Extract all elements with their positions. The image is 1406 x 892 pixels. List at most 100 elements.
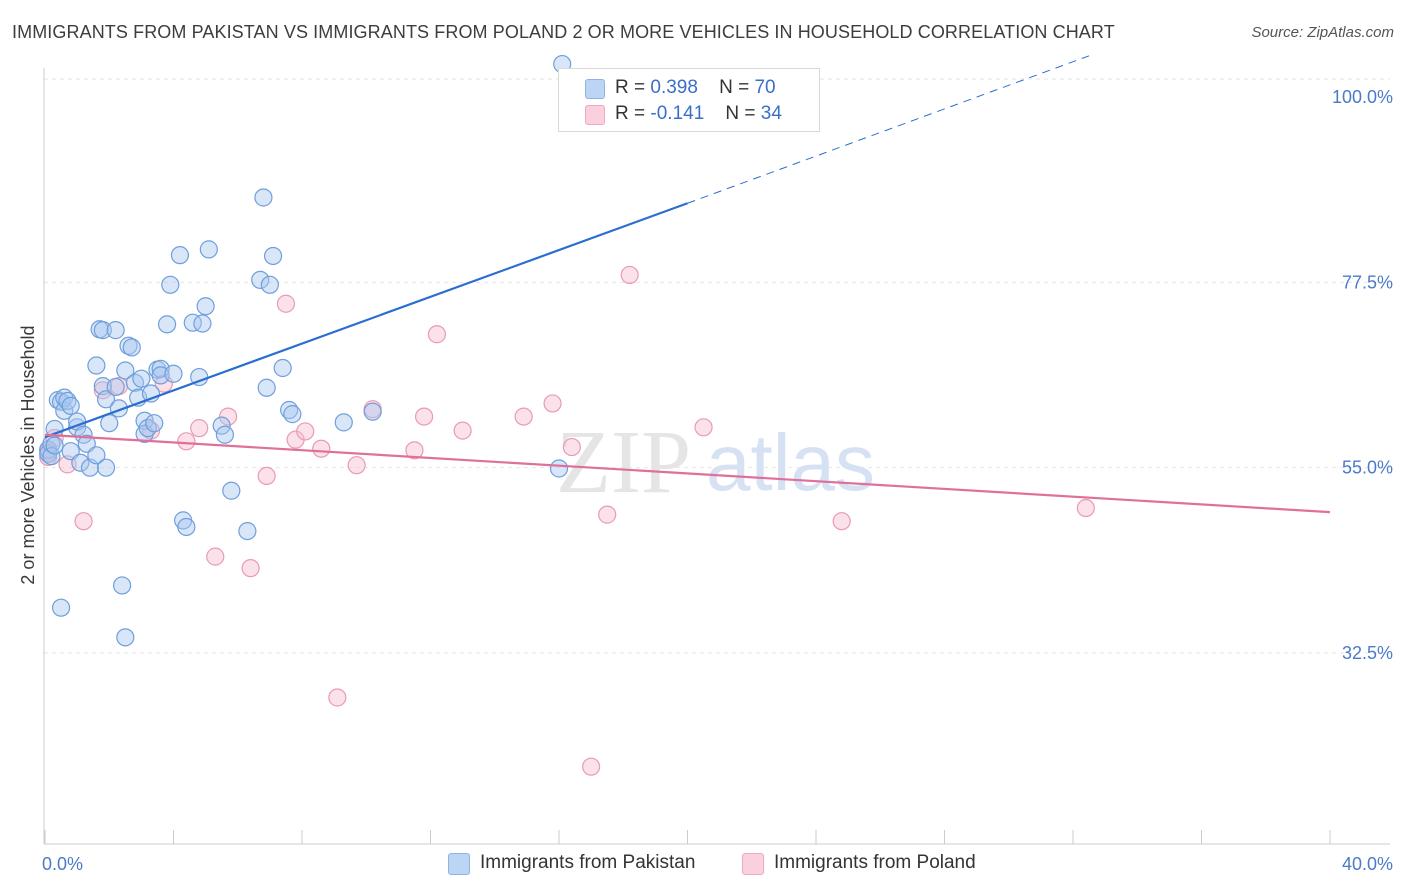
- x-tick-label: 0.0%: [42, 854, 83, 874]
- y-tick-label: 55.0%: [1342, 458, 1393, 478]
- n-value-pakistan: 70: [754, 77, 776, 98]
- r-label: R =: [615, 77, 646, 98]
- y-tick-label: 100.0%: [1332, 87, 1393, 107]
- poland-point: [347, 456, 366, 475]
- legend-label-pakistan: Immigrants from Pakistan: [480, 852, 696, 873]
- pakistan-point: [183, 313, 202, 332]
- pakistan-point: [116, 361, 135, 380]
- poland-point: [598, 505, 617, 524]
- pakistan-point: [215, 425, 234, 444]
- pakistan-point: [42, 447, 61, 466]
- pakistan-point: [238, 521, 257, 541]
- pakistan-point: [119, 336, 138, 355]
- poland-point: [74, 512, 93, 531]
- poland-point: [241, 559, 260, 578]
- pakistan-point: [116, 628, 135, 647]
- poland-swatch-icon: [742, 853, 764, 875]
- pakistan-point: [199, 240, 218, 259]
- pakistan-swatch-icon: [448, 853, 470, 875]
- pakistan-point: [106, 321, 125, 340]
- pakistan-point: [96, 390, 116, 409]
- poland-point: [694, 418, 713, 437]
- pakistan-point: [157, 315, 177, 334]
- pakistan-point: [71, 453, 90, 472]
- chart-title: IMMIGRANTS FROM PAKISTAN VS IMMIGRANTS F…: [12, 22, 1115, 42]
- pakistan-point: [273, 358, 292, 378]
- pakistan-point: [161, 275, 180, 294]
- y-tick-label: 77.5%: [1342, 272, 1393, 292]
- pakistan-point: [263, 246, 283, 266]
- poland-point: [427, 325, 447, 344]
- x-tick-label: 40.0%: [1342, 854, 1393, 874]
- tick-labels: 100.0% 77.5% 55.0% 32.5% 0.0% 40.0%: [42, 87, 1393, 874]
- pakistan-point: [122, 338, 141, 357]
- pakistan-point: [51, 598, 71, 617]
- n-label: N =: [719, 77, 750, 98]
- poland-point: [257, 466, 276, 486]
- pakistan-swatch-icon: [585, 79, 605, 99]
- poland-point: [562, 437, 581, 457]
- r-value-pakistan: 0.398: [650, 77, 698, 98]
- legend-label-poland: Immigrants from Poland: [774, 852, 976, 873]
- correlation-legend: R = 0.398 N = 70 R = -0.141 N = 34: [558, 68, 820, 132]
- watermark-zip: ZIP: [556, 413, 691, 512]
- pakistan-point: [164, 364, 183, 383]
- n-value-poland: 34: [760, 103, 782, 124]
- poland-point: [453, 421, 472, 440]
- pakistan-point: [132, 369, 151, 388]
- pakistan-point: [283, 405, 302, 424]
- poland-point: [514, 407, 533, 426]
- pakistan-point: [87, 356, 106, 375]
- poland-point: [620, 265, 639, 285]
- pakistan-point: [100, 414, 119, 433]
- r-label: R =: [615, 103, 646, 124]
- r-value-poland: -0.141: [650, 103, 705, 124]
- pakistan-point: [58, 391, 77, 411]
- pakistan-point: [106, 377, 125, 397]
- poland-point: [328, 688, 347, 707]
- pakistan-point: [96, 458, 116, 477]
- poland-point: [190, 419, 209, 438]
- poland-point: [312, 439, 331, 458]
- poland-point: [543, 394, 562, 413]
- pakistan-point: [145, 414, 164, 433]
- pakistan-point: [193, 314, 212, 333]
- pakistan-point: [93, 321, 112, 340]
- trendlines: [44, 55, 1331, 514]
- poland-points: [39, 265, 1095, 776]
- poland-point: [219, 407, 238, 426]
- poland-point: [276, 294, 296, 313]
- poland-point: [832, 512, 851, 531]
- n-label: N =: [725, 103, 756, 124]
- pakistan-point: [61, 396, 80, 415]
- pakistan-point: [196, 297, 215, 316]
- poland-trendline: [44, 433, 1331, 514]
- poland-point: [405, 441, 424, 460]
- poland-point: [296, 422, 315, 441]
- pakistan-point: [363, 402, 382, 421]
- pakistan-point: [257, 378, 276, 397]
- pakistan-point: [260, 275, 279, 294]
- y-axis-label: 2 or more Vehicles in Household: [18, 325, 38, 584]
- pakistan-point: [251, 270, 270, 289]
- pakistan-point: [112, 576, 132, 595]
- pakistan-point: [87, 446, 106, 465]
- pakistan-point: [177, 517, 196, 537]
- poland-point: [177, 432, 196, 451]
- poland-point: [206, 547, 225, 566]
- pakistan-points: [39, 54, 572, 647]
- pakistan-point: [45, 436, 64, 455]
- pakistan-trendline: [44, 202, 688, 439]
- pakistan-trendline-extension: [687, 55, 1090, 204]
- pakistan-point: [170, 246, 190, 265]
- pakistan-point: [254, 188, 273, 207]
- source-label: Source: ZipAtlas.com: [1251, 24, 1394, 41]
- poland-point: [414, 407, 434, 426]
- pakistan-point: [222, 481, 241, 500]
- watermark-atlas: atlas: [706, 418, 875, 507]
- poland-point: [1076, 498, 1095, 518]
- pakistan-point: [549, 459, 569, 478]
- pakistan-point: [334, 413, 353, 432]
- y-tick-label: 32.5%: [1342, 643, 1393, 663]
